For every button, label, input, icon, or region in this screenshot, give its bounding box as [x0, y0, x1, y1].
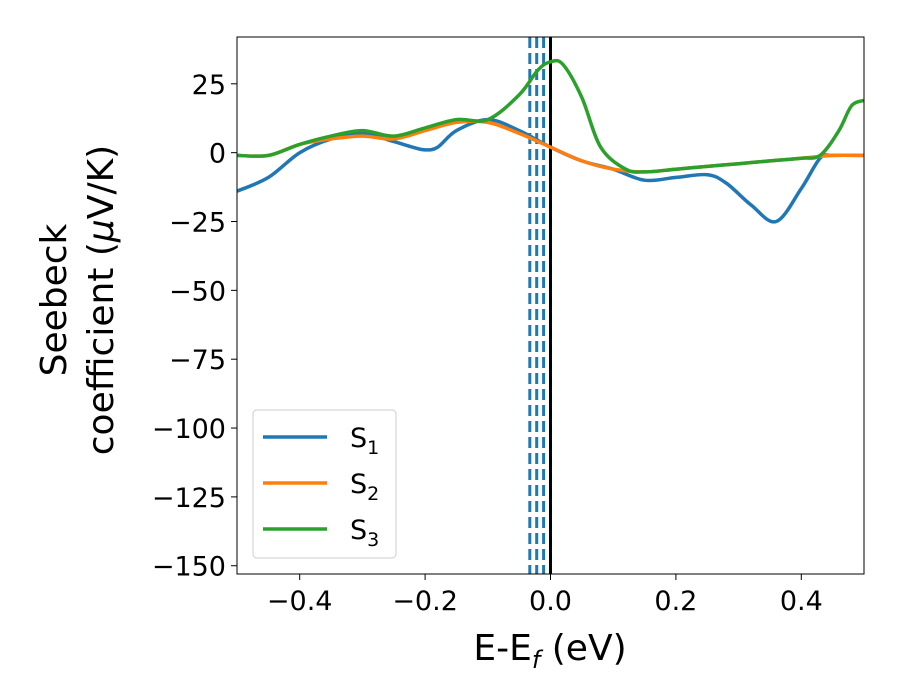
y-tick-label: −100 [152, 414, 226, 445]
x-tick-label: 0.2 [654, 586, 697, 617]
x-tick-label: 0.4 [780, 586, 823, 617]
x-tick-label: −0.2 [392, 586, 458, 617]
legend-label-s1: S1 [350, 423, 379, 459]
series-line-s3 [237, 58, 864, 174]
y-axis-title-line2: coefficient (μV/K) [81, 145, 122, 455]
y-axis-title-line1: Seebeck [34, 223, 75, 376]
y-tick-label: −75 [169, 345, 226, 376]
y-tick-label: 0 [209, 139, 226, 170]
series-lines [237, 58, 864, 224]
y-tick-label: −125 [152, 483, 226, 514]
x-tick-label: 0.0 [529, 586, 572, 617]
legend-label-s2: S2 [350, 469, 379, 505]
legend: S1 S2 S3 [252, 409, 397, 559]
reference-lines [528, 37, 552, 574]
x-tick-label: −0.4 [267, 586, 333, 617]
y-tick-label: −150 [152, 552, 226, 583]
y-axis-title: Seebeck coefficient (μV/K) [34, 145, 122, 455]
y-tick-label: −50 [169, 276, 226, 307]
y-axis-ticks: 25 0 −25 −50 −75 −100 −125 −150 [152, 70, 237, 583]
x-axis-title: E-Ef (eV) [473, 628, 626, 674]
y-tick-label: −25 [169, 208, 226, 239]
x-axis-ticks: −0.4 −0.2 0.0 0.2 0.4 [267, 574, 823, 617]
legend-label-s3: S3 [350, 515, 379, 551]
y-tick-label: 25 [192, 70, 226, 101]
